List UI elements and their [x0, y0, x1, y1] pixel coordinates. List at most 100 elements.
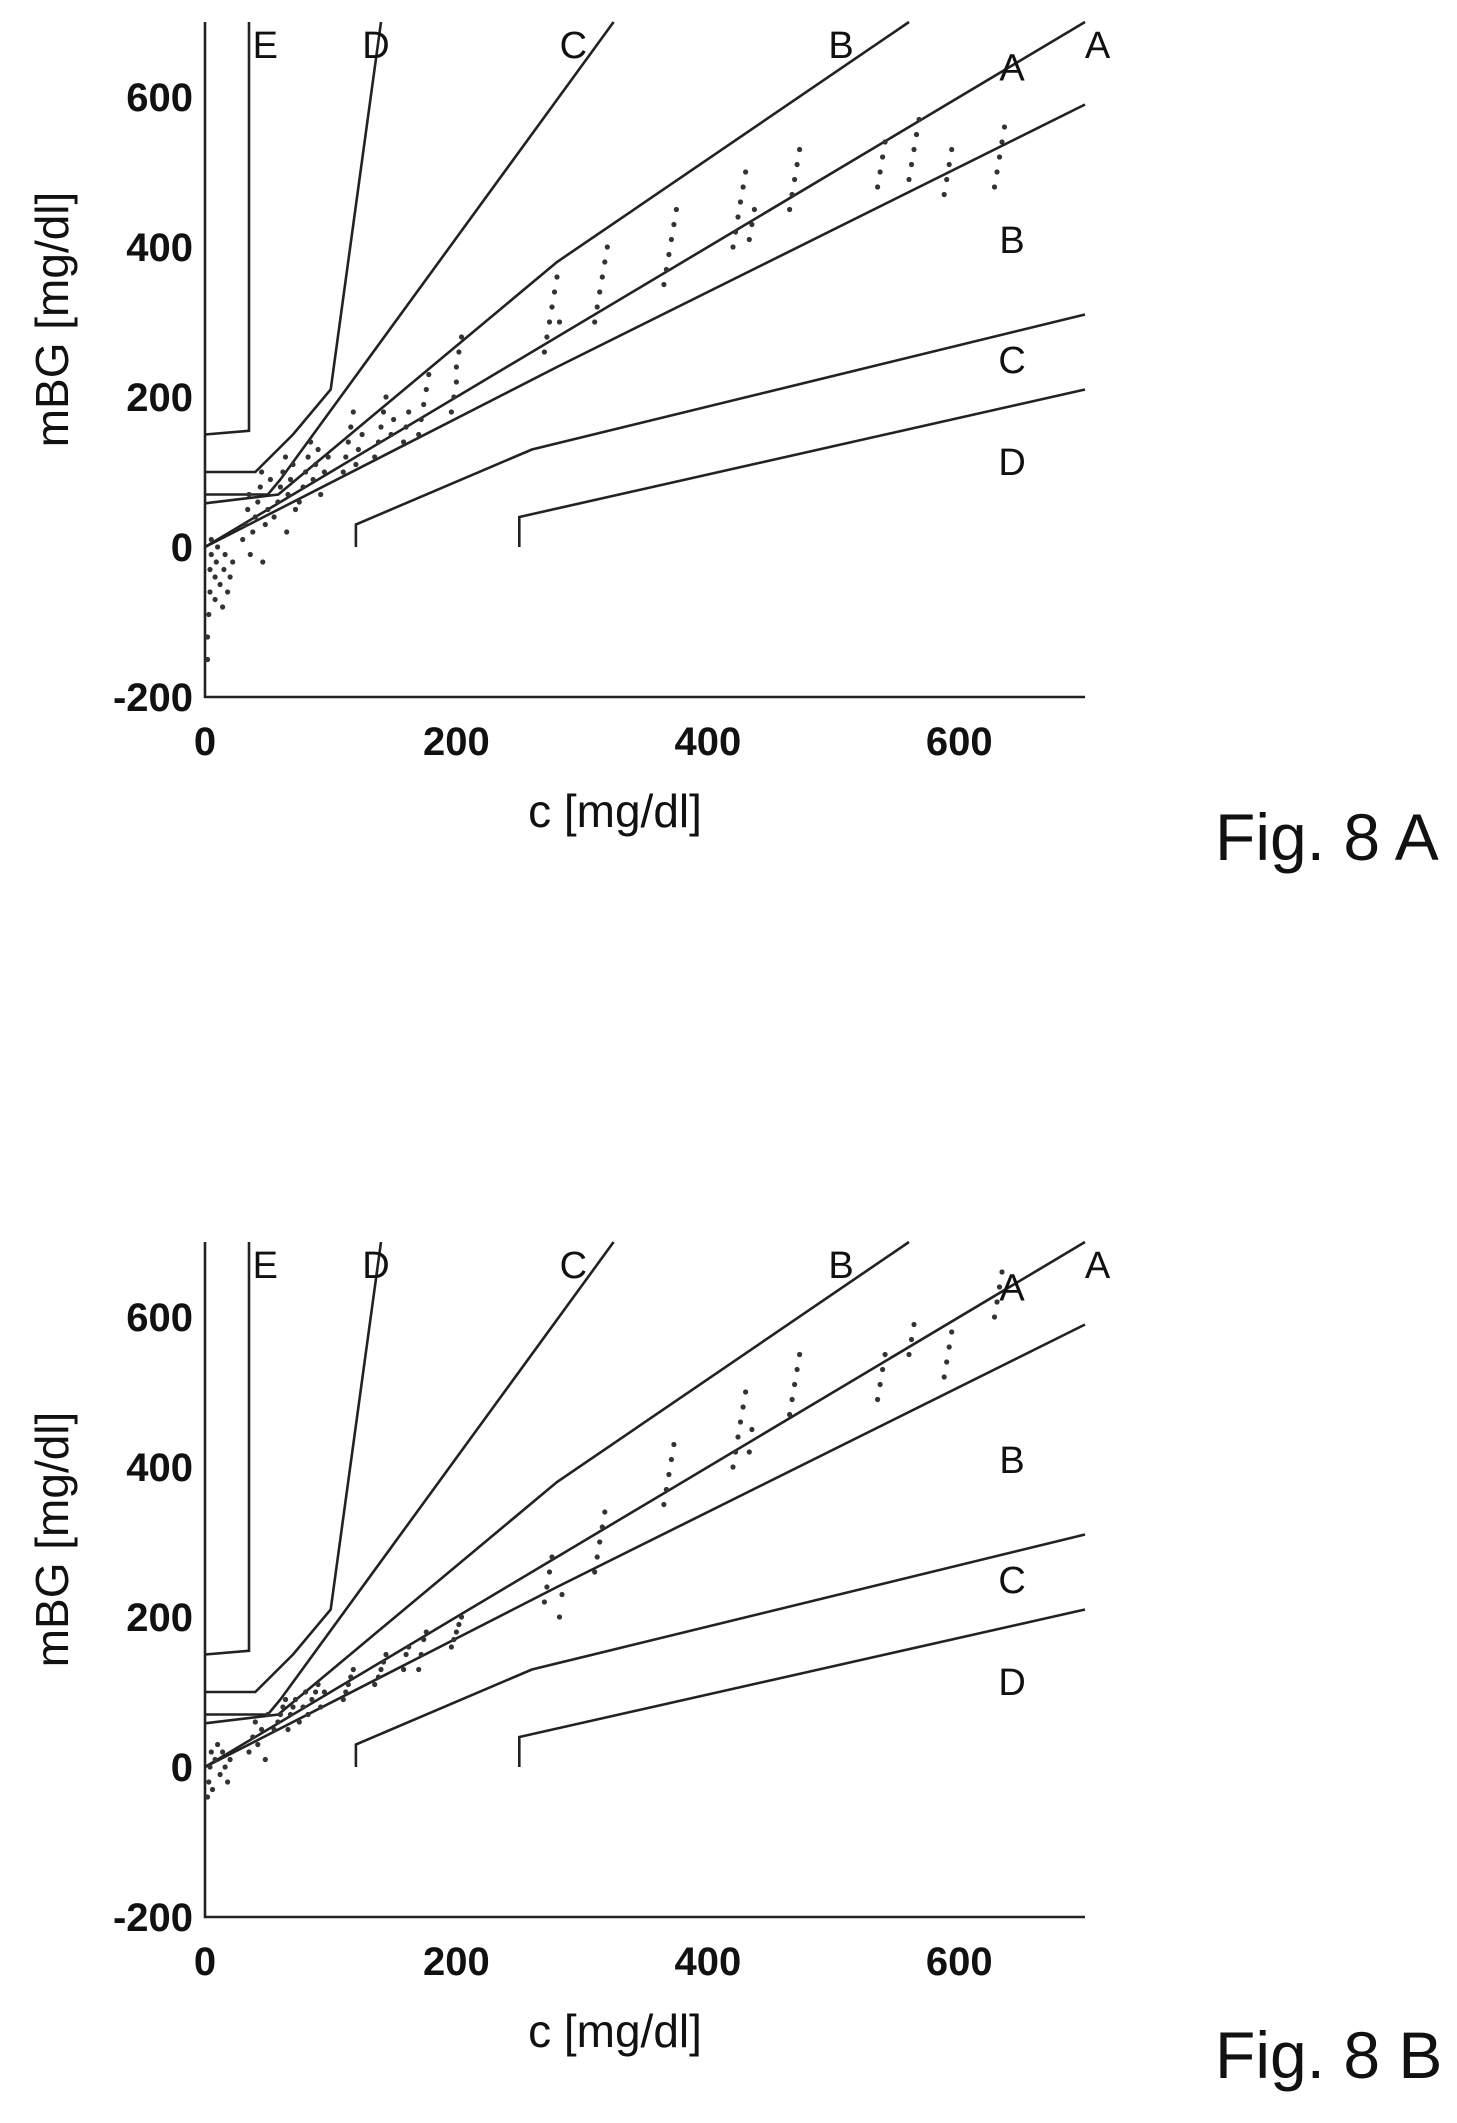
- data-point: [265, 506, 271, 513]
- figure-caption: Fig. 8 B: [1215, 2018, 1442, 2092]
- data-point: [406, 1644, 412, 1650]
- data-point: [215, 1741, 221, 1748]
- data-point: [383, 394, 389, 400]
- data-point: [916, 116, 922, 123]
- data-point: [453, 379, 459, 385]
- data-point: [208, 536, 214, 543]
- data-point: [292, 1696, 299, 1703]
- data-point: [599, 1524, 605, 1530]
- data-point: [732, 1449, 739, 1455]
- data-point: [222, 1764, 228, 1770]
- data-point: [592, 319, 598, 325]
- data-point: [544, 1584, 550, 1590]
- data-point: [380, 1659, 387, 1665]
- data-point: [546, 1569, 553, 1575]
- data-point: [597, 289, 603, 295]
- data-point: [227, 574, 233, 580]
- y-axis-label: mBG [mg/dl]: [26, 192, 78, 448]
- data-point: [212, 1756, 218, 1763]
- data-point: [594, 1554, 600, 1560]
- data-point: [787, 206, 793, 213]
- data-point: [250, 1734, 256, 1740]
- data-point: [303, 1689, 309, 1695]
- zone-boundary-line: [517, 388, 1086, 547]
- data-point: [421, 1636, 427, 1643]
- data-point: [416, 1666, 422, 1673]
- data-point: [378, 424, 384, 430]
- data-point: [946, 161, 952, 168]
- data-point: [207, 566, 213, 573]
- data-point: [271, 1726, 277, 1733]
- data-point: [551, 289, 558, 295]
- data-point: [604, 244, 610, 250]
- data-point: [880, 154, 886, 160]
- y-tick-label: 0: [171, 526, 193, 570]
- data-point: [350, 409, 356, 415]
- zone-boundary-line: [205, 1241, 615, 1716]
- data-point: [448, 409, 454, 415]
- data-point: [549, 1554, 555, 1560]
- data-point: [318, 1704, 324, 1710]
- data-point: [252, 1719, 258, 1725]
- data-point: [559, 1591, 565, 1598]
- data-point: [541, 1599, 548, 1605]
- data-point: [321, 469, 327, 475]
- data-point: [221, 566, 227, 573]
- data-point: [401, 1666, 407, 1673]
- data-point: [309, 1696, 315, 1703]
- zone-label-right: A: [999, 48, 1025, 90]
- data-point: [740, 1404, 746, 1410]
- data-point: [355, 446, 361, 453]
- data-point: [991, 184, 998, 190]
- data-point: [204, 656, 211, 663]
- zone-label-right: B: [999, 220, 1024, 262]
- zone-label-top: B: [828, 25, 853, 67]
- data-point: [308, 439, 314, 445]
- data-point: [359, 431, 365, 438]
- x-tick-label: 200: [423, 1940, 490, 1984]
- data-point: [265, 1711, 271, 1718]
- data-point: [906, 1351, 912, 1358]
- data-point: [383, 1651, 389, 1658]
- data-point: [325, 454, 331, 460]
- zone-label-right: B: [999, 1440, 1024, 1482]
- data-point: [880, 1366, 886, 1373]
- data-point: [305, 1711, 311, 1718]
- x-tick-label: 400: [674, 720, 741, 764]
- data-point: [556, 1614, 563, 1620]
- x-tick-label: 400: [674, 1940, 741, 1984]
- zone-label-top: D: [362, 1245, 389, 1287]
- zone-label-top: C: [560, 25, 587, 67]
- data-point: [448, 1644, 454, 1650]
- data-point: [949, 146, 955, 153]
- data-point: [348, 424, 354, 430]
- data-point: [296, 499, 302, 505]
- data-point: [746, 1449, 752, 1455]
- data-point: [345, 1681, 351, 1688]
- data-point: [208, 1749, 214, 1755]
- data-point: [204, 634, 211, 640]
- data-point: [737, 1419, 744, 1425]
- data-point: [285, 1726, 291, 1733]
- data-point: [663, 1486, 670, 1493]
- y-tick-label: 400: [126, 226, 193, 270]
- data-point: [787, 1411, 793, 1418]
- data-point: [908, 161, 915, 168]
- data-point: [668, 1456, 675, 1463]
- data-point: [252, 514, 258, 520]
- zone-label-right: C: [998, 1560, 1025, 1602]
- data-point: [285, 491, 291, 498]
- zone-label-top: D: [362, 25, 389, 67]
- data-point: [426, 371, 432, 378]
- data-point: [242, 521, 248, 528]
- data-point: [375, 439, 382, 445]
- data-point: [222, 551, 228, 558]
- data-point: [544, 334, 550, 340]
- data-point: [284, 529, 290, 535]
- data-point: [220, 1749, 226, 1755]
- data-point: [310, 476, 316, 483]
- data-point: [290, 1704, 296, 1710]
- data-point: [735, 1434, 741, 1440]
